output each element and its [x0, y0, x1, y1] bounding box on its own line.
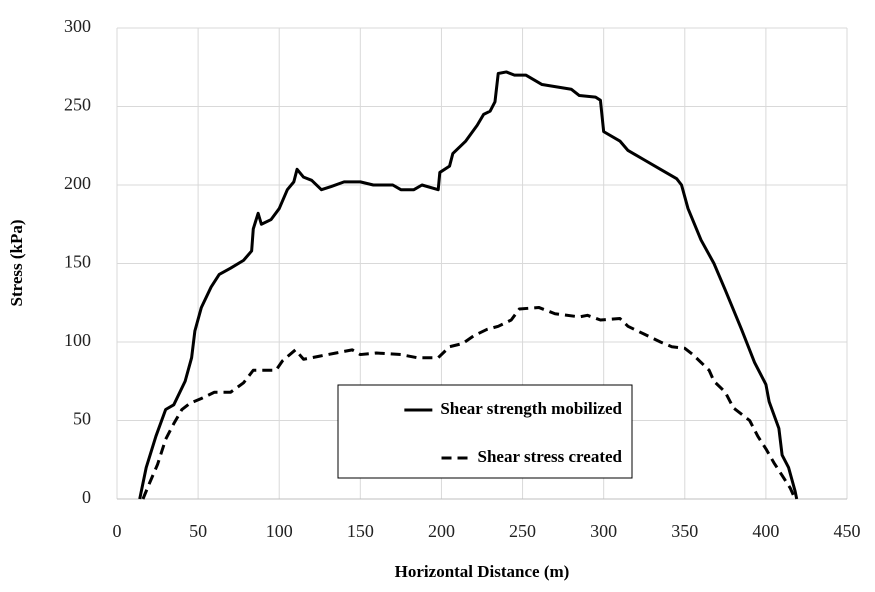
- x-tick-label: 150: [347, 521, 374, 541]
- y-tick-label: 50: [73, 409, 91, 429]
- x-tick-label: 0: [113, 521, 122, 541]
- x-tick-label: 400: [752, 521, 779, 541]
- line: [138, 70, 799, 500]
- x-tick-label: 350: [671, 521, 698, 541]
- x-tick-label: 450: [834, 521, 861, 541]
- legend-box: [337, 384, 633, 479]
- x-tick-label: 100: [266, 521, 293, 541]
- y-tick-label: 200: [64, 173, 91, 193]
- legend-text: Shear stress created: [478, 447, 623, 466]
- x-tick-label: 250: [509, 521, 536, 541]
- line: [141, 305, 797, 500]
- x-tick-label: 200: [428, 521, 455, 541]
- y-tick-label: 150: [64, 252, 91, 272]
- x-tick-label: 300: [590, 521, 617, 541]
- y-tick-label: 250: [64, 95, 91, 115]
- legend-text: Shear strength mobilized: [440, 399, 622, 418]
- x-axis-title: Horizontal Distance (m): [395, 562, 570, 581]
- y-tick-label: 300: [64, 16, 91, 36]
- x-tick-label: 50: [189, 521, 207, 541]
- y-tick-label: 0: [82, 487, 91, 507]
- y-tick-label: 100: [64, 330, 91, 350]
- y-axis-title: Stress (kPa): [7, 219, 26, 306]
